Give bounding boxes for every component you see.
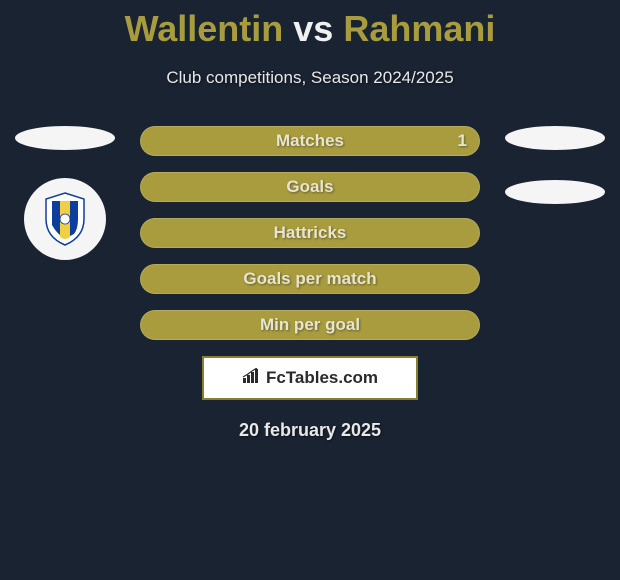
bars-column: Matches 1 Goals Hattricks Goals per matc… (140, 126, 480, 340)
player1-avatar-placeholder (15, 126, 115, 150)
bar-mpg-label: Min per goal (260, 315, 360, 335)
bar-goals-per-match: Goals per match (140, 264, 480, 294)
bar-hattricks-label: Hattricks (274, 223, 347, 243)
subtitle: Club competitions, Season 2024/2025 (0, 68, 620, 88)
comparison-container: Matches 1 Goals Hattricks Goals per matc… (0, 126, 620, 340)
bar-goals-label: Goals (286, 177, 333, 197)
player2-club-placeholder (505, 180, 605, 204)
club-shield-icon (42, 191, 88, 247)
player1-club-logo (24, 178, 106, 260)
date-text: 20 february 2025 (0, 420, 620, 441)
bar-gpm-label: Goals per match (243, 269, 376, 289)
bar-matches-right: 1 (458, 131, 467, 151)
player1-column (10, 126, 120, 260)
branding-box[interactable]: FcTables.com (202, 356, 418, 400)
player2-avatar-placeholder (505, 126, 605, 150)
bar-min-per-goal: Min per goal (140, 310, 480, 340)
player2-column (500, 126, 610, 204)
branding-chart-icon (242, 368, 262, 389)
bar-goals: Goals (140, 172, 480, 202)
branding-label: FcTables.com (266, 368, 378, 388)
bar-matches: Matches 1 (140, 126, 480, 156)
bar-matches-label: Matches (276, 131, 344, 151)
branding-content: FcTables.com (242, 368, 378, 389)
bar-hattricks: Hattricks (140, 218, 480, 248)
vs-text: vs (293, 8, 333, 49)
page-title: Wallentin vs Rahmani (0, 0, 620, 50)
player2-name: Rahmani (343, 8, 495, 49)
player1-name: Wallentin (125, 8, 284, 49)
